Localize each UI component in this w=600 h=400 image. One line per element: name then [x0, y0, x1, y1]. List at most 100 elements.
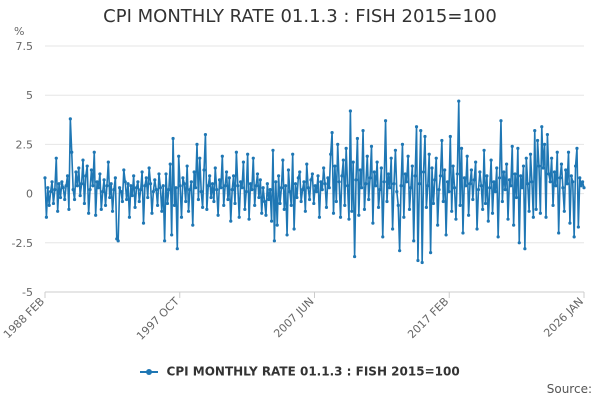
data-point — [416, 258, 420, 263]
data-point — [510, 144, 514, 148]
data-point — [499, 119, 503, 123]
data-point — [254, 184, 258, 188]
data-point — [478, 170, 482, 174]
data-point — [141, 221, 146, 225]
data-point — [247, 217, 251, 221]
data-point — [464, 184, 468, 188]
data-point — [514, 195, 519, 200]
data-point — [268, 188, 272, 192]
data-point — [559, 162, 564, 166]
data-point — [448, 134, 452, 139]
data-point — [362, 207, 367, 211]
x-tick-label: 1988 FEB — [1, 295, 47, 341]
data-point — [476, 188, 481, 192]
data-point — [241, 160, 246, 164]
data-point — [445, 180, 450, 184]
data-point — [68, 117, 72, 121]
data-point — [271, 148, 275, 152]
data-point — [285, 233, 289, 237]
data-point — [403, 172, 407, 176]
data-point — [306, 186, 310, 190]
data-point — [561, 186, 565, 190]
data-point — [388, 186, 392, 190]
data-point — [534, 207, 538, 211]
data-point — [364, 182, 368, 186]
data-point — [150, 211, 154, 215]
data-point — [329, 152, 333, 156]
data-point — [292, 227, 296, 231]
data-point — [230, 188, 234, 192]
data-point — [158, 186, 162, 190]
data-point — [519, 174, 523, 178]
data-point — [429, 251, 433, 255]
legend[interactable]: CPI MONTHLY RATE 01.1.3 : FISH 2015=100 — [0, 364, 600, 379]
data-point — [483, 201, 488, 206]
data-point — [345, 184, 350, 188]
data-point — [85, 164, 89, 168]
data-point — [540, 125, 544, 129]
data-point — [291, 152, 295, 156]
data-point — [136, 180, 140, 184]
grid-lines — [45, 45, 584, 293]
data-point — [277, 174, 281, 178]
data-point — [367, 197, 371, 202]
y-tick-label: 7.5 — [16, 40, 34, 53]
data-point — [358, 168, 362, 172]
data-point — [49, 190, 53, 194]
data-point — [168, 162, 172, 166]
data-point — [444, 233, 448, 237]
data-point — [503, 188, 507, 192]
data-point — [495, 166, 499, 170]
data-point — [475, 227, 479, 231]
data-point — [261, 186, 265, 190]
data-point — [153, 178, 157, 182]
data-point — [486, 219, 490, 223]
data-point — [572, 235, 576, 239]
data-point — [246, 152, 250, 156]
data-point — [203, 132, 208, 137]
data-point — [417, 182, 421, 186]
data-point — [558, 176, 562, 180]
data-point — [517, 241, 521, 245]
data-point — [96, 186, 101, 190]
data-point — [236, 184, 240, 188]
data-point — [580, 180, 585, 184]
data-point — [381, 235, 385, 239]
data-point — [151, 190, 155, 194]
data-point — [424, 205, 428, 209]
data-point — [98, 172, 102, 176]
data-point — [379, 166, 383, 170]
data-point — [253, 203, 257, 208]
data-point — [239, 180, 243, 184]
data-point — [281, 158, 285, 162]
series-layer — [43, 99, 586, 265]
data-point — [541, 166, 545, 170]
chart-title: CPI MONTHLY RATE 01.1.3 : FISH 2015=100 — [103, 6, 497, 27]
data-point — [127, 215, 132, 219]
data-point — [317, 215, 322, 219]
data-point — [465, 154, 469, 158]
data-point — [229, 219, 233, 223]
data-point — [262, 199, 267, 204]
data-point — [140, 170, 144, 174]
data-point — [450, 209, 454, 213]
legend-label[interactable]: CPI MONTHLY RATE 01.1.3 : FISH 2015=100 — [166, 364, 460, 379]
data-point — [544, 215, 548, 219]
data-point — [395, 190, 399, 194]
data-point — [117, 186, 122, 190]
data-point — [434, 156, 438, 160]
data-point — [295, 195, 299, 200]
data-point — [61, 186, 65, 190]
data-point — [170, 233, 174, 237]
data-point — [212, 199, 216, 204]
data-point — [154, 188, 158, 192]
data-point — [77, 166, 81, 170]
data-point — [108, 195, 112, 200]
data-point — [341, 158, 345, 162]
data-point — [340, 174, 344, 178]
data-point — [51, 201, 56, 206]
data-point — [547, 172, 551, 176]
data-point — [75, 184, 79, 188]
data-point — [502, 170, 506, 174]
data-point — [407, 207, 412, 211]
